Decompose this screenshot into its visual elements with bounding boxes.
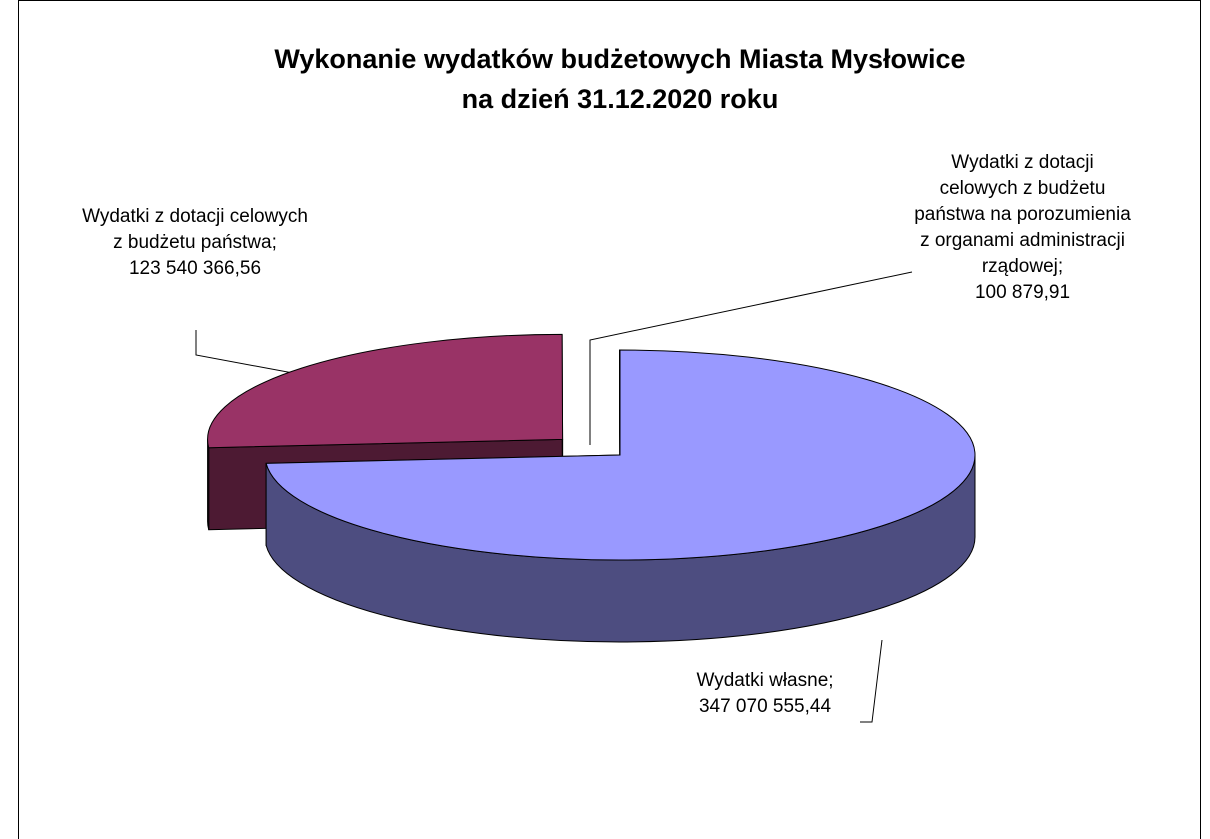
slice (265, 349, 976, 561)
label-value: 347 070 555,44 (698, 696, 832, 717)
label-name: Wydatki własne; (696, 670, 834, 691)
slice-wall (207, 439, 210, 530)
chart-title: na dzień 31.12.2020 roku (461, 84, 779, 114)
data-label: Wydatki z dotacji celowych z budżetu pań… (80, 204, 310, 282)
label-value: 100 879,91 (974, 282, 1071, 303)
label-name: Wydatki z dotacji celowych z budżetu pań… (82, 206, 308, 253)
data-label: Wydatki z dotacji celowych z budżetu pań… (910, 150, 1135, 306)
label-value: 123 540 366,56 (128, 258, 262, 279)
leader-line (195, 330, 294, 374)
label-name: Wydatki z dotacji celowych z budżetu pań… (914, 152, 1131, 277)
chart-title: Wykonanie wydatków budżetowych Miasta My… (274, 44, 966, 74)
chart-border (18, 0, 1201, 839)
leader-line (860, 639, 883, 723)
leader-line (589, 271, 913, 445)
data-label: Wydatki własne; 347 070 555,44 (660, 668, 870, 720)
slice (207, 333, 564, 449)
